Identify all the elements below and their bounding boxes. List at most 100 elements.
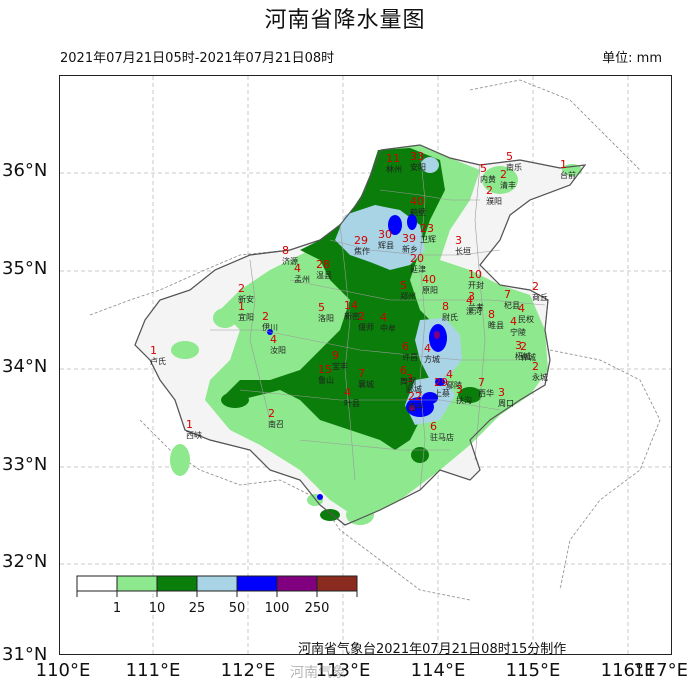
station-name: 漯河 xyxy=(466,306,482,316)
station-value: 8 xyxy=(282,244,289,257)
lon-label: 112°E xyxy=(220,660,276,681)
station-name: 济源 xyxy=(282,256,298,266)
station-name: 扶沟 xyxy=(456,395,472,405)
station-name: 内黄 xyxy=(480,174,496,184)
station-value: 4 xyxy=(510,315,517,328)
station-name: 商丘 xyxy=(532,292,548,302)
station-name: 开封 xyxy=(468,280,484,290)
legend-tick: 100 xyxy=(264,601,290,616)
legend-tick: 1 xyxy=(112,601,122,616)
station-value: 33 xyxy=(410,150,424,163)
station-name: 新乡 xyxy=(402,244,418,254)
station-name: 杞县 xyxy=(504,300,520,310)
station-name: 新密 xyxy=(344,311,360,321)
station-name: 清丰 xyxy=(500,180,516,190)
station-name: 南乐 xyxy=(506,162,522,172)
station-value: 2 xyxy=(532,280,539,293)
station-value: 4 xyxy=(466,294,473,307)
lon-label: 117°E xyxy=(633,660,688,681)
legend-tick: 50 xyxy=(228,601,246,616)
station-name: 驻马店 xyxy=(430,432,454,442)
station-value: 2 xyxy=(268,407,275,420)
station-value: 7 xyxy=(504,288,511,301)
station-value: 5 xyxy=(318,301,325,314)
station-name: 郸城 xyxy=(520,352,536,362)
station-value: 29 xyxy=(354,234,368,247)
lon-label: 114°E xyxy=(410,660,466,681)
legend-swatch xyxy=(316,575,358,592)
station-name: 卢氏 xyxy=(150,356,166,366)
station-value: 4 xyxy=(294,262,301,275)
station-value: 40 xyxy=(422,273,436,286)
station-value: 5 xyxy=(480,162,487,175)
station-value: 4 xyxy=(380,311,387,324)
station-value: 30 xyxy=(378,228,392,241)
station-name: 睢县 xyxy=(488,320,504,330)
station-name: 柘城 xyxy=(515,351,531,361)
station-name: 舞钢 xyxy=(400,376,416,386)
station-value: 7 xyxy=(478,376,485,389)
station-value: 2 xyxy=(238,282,245,295)
lat-label: 34°N xyxy=(2,356,48,377)
station-name: 宁陵 xyxy=(510,327,526,337)
station-value: 7 xyxy=(358,367,365,380)
station-value: 20 xyxy=(410,252,424,265)
station-value: 3 xyxy=(456,383,463,396)
station-value: 1 xyxy=(186,418,193,431)
station-name: 叶县 xyxy=(344,399,360,408)
legend-tick: 25 xyxy=(188,601,206,616)
legend-bar xyxy=(76,575,358,597)
station-value: 39 xyxy=(402,232,416,245)
watermark: 河南气象 xyxy=(290,665,346,681)
station-name: 西峡 xyxy=(186,430,202,440)
station-name: 台前 xyxy=(560,170,576,180)
station-value: 3 xyxy=(406,372,413,385)
station-name: 伊川 xyxy=(262,322,278,332)
station-name: 周口 xyxy=(498,399,514,408)
time-period: 2021年07月21日05时-2021年07月21日08时 xyxy=(60,51,335,66)
station-value: 6 xyxy=(430,420,437,433)
station-name: 辉县 xyxy=(378,241,394,250)
station-value: 6 xyxy=(402,340,409,353)
station-name: 尉氏 xyxy=(442,312,458,322)
station-value: 3 xyxy=(468,290,475,303)
station-value: 23 xyxy=(420,222,434,235)
station-name: 中牟 xyxy=(380,323,396,333)
station-value: 2 xyxy=(486,184,493,197)
station-value: 3 xyxy=(515,339,522,352)
station-value: 1 xyxy=(150,344,157,357)
station-value: 3 xyxy=(455,234,462,247)
station-value: 5 xyxy=(400,279,407,292)
station-value: 6 xyxy=(400,364,407,377)
station-name: 民权 xyxy=(518,314,534,324)
station-name: 洛阳 xyxy=(318,313,334,323)
station-value: 4 xyxy=(424,342,431,355)
station-value: 3 xyxy=(498,386,505,399)
station-value: 22 xyxy=(408,390,422,403)
station-value: 40 xyxy=(410,195,424,208)
legend-swatch xyxy=(236,575,278,592)
station-value: 1 xyxy=(560,158,567,171)
station-name: 焦作 xyxy=(354,246,370,256)
unit-label: 单位: mm xyxy=(602,51,662,66)
credit-line: 河南省气象台2021年07月21日08时15分制作 xyxy=(298,642,567,657)
station-value: 28 xyxy=(316,258,330,271)
station-name: 永城 xyxy=(532,372,548,382)
station-name: 林州 xyxy=(386,164,402,174)
station-name: 许昌 xyxy=(402,352,418,362)
station-name: 温县 xyxy=(316,271,332,280)
station-value: 29 xyxy=(434,376,448,389)
station-value: 2 xyxy=(520,340,527,353)
lat-label: 35°N xyxy=(2,258,48,279)
map-title: 河南省降水量图 xyxy=(264,8,426,33)
legend-swatch xyxy=(116,575,158,592)
station-value: 1 xyxy=(238,300,245,313)
station-value: 9 xyxy=(332,349,339,362)
station-name: 鄢陵 xyxy=(446,381,462,390)
station-name: 南召 xyxy=(268,419,284,429)
station-name: 方城 xyxy=(424,354,440,364)
station-name: 鲁山 xyxy=(318,375,334,385)
station-name: 原阳 xyxy=(422,286,438,295)
